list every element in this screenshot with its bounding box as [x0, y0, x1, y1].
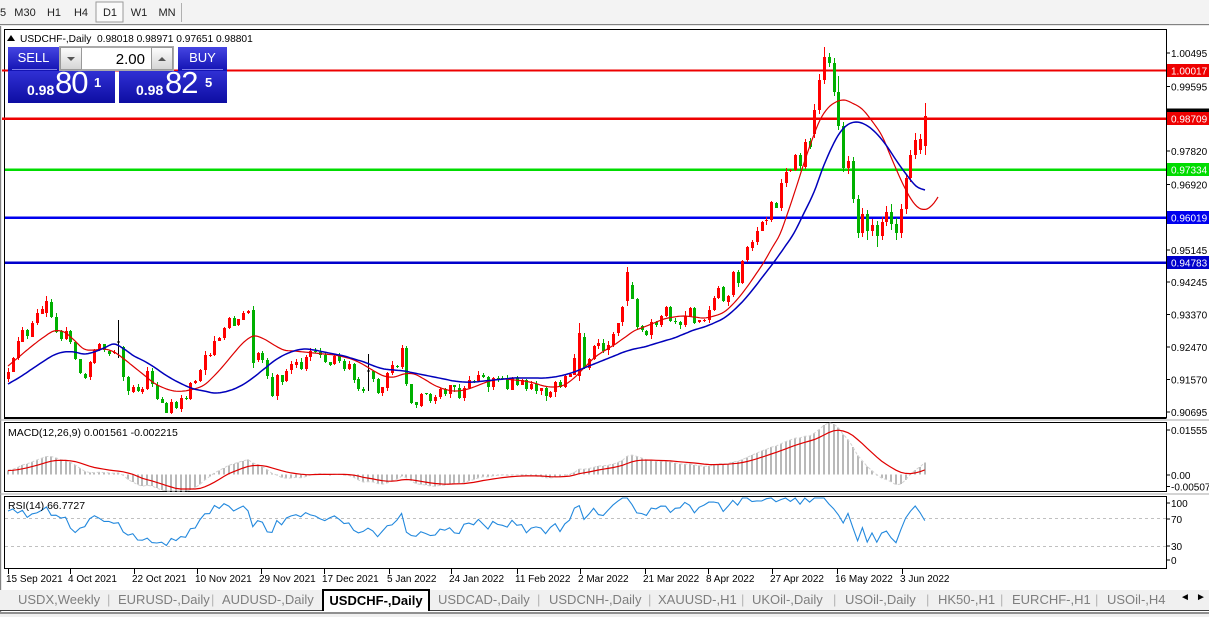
svg-text:0.97820: 0.97820 [1171, 147, 1208, 158]
svg-text:0.99595: 0.99595 [1171, 82, 1208, 93]
svg-text:0.92470: 0.92470 [1171, 343, 1208, 354]
svg-text:2 Mar 2022: 2 Mar 2022 [578, 574, 629, 585]
svg-text:0.91570: 0.91570 [1171, 375, 1208, 386]
svg-text:0.96920: 0.96920 [1171, 180, 1208, 191]
svg-text:0.94245: 0.94245 [1171, 278, 1208, 289]
svg-text:H1: H1 [47, 7, 61, 19]
svg-text:0: 0 [1171, 556, 1177, 567]
svg-text:30: 30 [1171, 542, 1183, 553]
svg-text:0.95145: 0.95145 [1171, 246, 1208, 257]
svg-text:8 Apr 2022: 8 Apr 2022 [706, 574, 755, 585]
svg-text:0.93370: 0.93370 [1171, 310, 1208, 321]
svg-text:16 May 2022: 16 May 2022 [835, 574, 893, 585]
svg-text:W1: W1 [131, 7, 148, 19]
svg-text:5: 5 [0, 7, 6, 19]
svg-text:D1: D1 [103, 7, 117, 19]
svg-text:10 Nov 2021: 10 Nov 2021 [195, 574, 252, 585]
svg-text:RSI(14) 66.7727: RSI(14) 66.7727 [8, 500, 85, 512]
svg-text:MN: MN [158, 7, 175, 19]
svg-text:0.97334: 0.97334 [1171, 165, 1208, 176]
svg-text:3 Jun 2022: 3 Jun 2022 [900, 574, 950, 585]
svg-text:-0.00507: -0.00507 [1171, 482, 1209, 493]
svg-text:5 Jan 2022: 5 Jan 2022 [387, 574, 437, 585]
svg-text:MACD(12,26,9) 0.001561 -0.0022: MACD(12,26,9) 0.001561 -0.002215 [8, 427, 178, 439]
svg-text:100: 100 [1171, 499, 1188, 510]
svg-text:0.94783: 0.94783 [1171, 258, 1208, 269]
svg-text:22 Oct 2021: 22 Oct 2021 [132, 574, 187, 585]
svg-text:0.90695: 0.90695 [1171, 408, 1208, 419]
svg-text:15 Sep 2021: 15 Sep 2021 [6, 574, 63, 585]
svg-text:0.98709: 0.98709 [1171, 114, 1208, 125]
svg-text:USDCHF-,Daily 0.98018 0.98971: USDCHF-,Daily 0.98018 0.98971 0.97651 0.… [20, 34, 253, 45]
svg-text:17 Dec 2021: 17 Dec 2021 [322, 574, 379, 585]
svg-text:4 Oct 2021: 4 Oct 2021 [68, 574, 117, 585]
svg-text:H4: H4 [74, 7, 88, 19]
svg-text:24 Jan 2022: 24 Jan 2022 [449, 574, 504, 585]
svg-text:0.00: 0.00 [1171, 471, 1191, 482]
svg-text:27 Apr 2022: 27 Apr 2022 [770, 574, 824, 585]
svg-text:0.96019: 0.96019 [1171, 213, 1208, 224]
svg-text:70: 70 [1171, 515, 1183, 526]
svg-text:1.00495: 1.00495 [1171, 49, 1208, 60]
svg-text:29 Nov 2021: 29 Nov 2021 [259, 574, 316, 585]
svg-text:0.01555: 0.01555 [1171, 426, 1208, 437]
svg-text:11 Feb 2022: 11 Feb 2022 [515, 574, 571, 585]
svg-text:21 Mar 2022: 21 Mar 2022 [643, 574, 700, 585]
svg-text:1.00017: 1.00017 [1171, 66, 1208, 77]
svg-text:M30: M30 [14, 7, 35, 19]
